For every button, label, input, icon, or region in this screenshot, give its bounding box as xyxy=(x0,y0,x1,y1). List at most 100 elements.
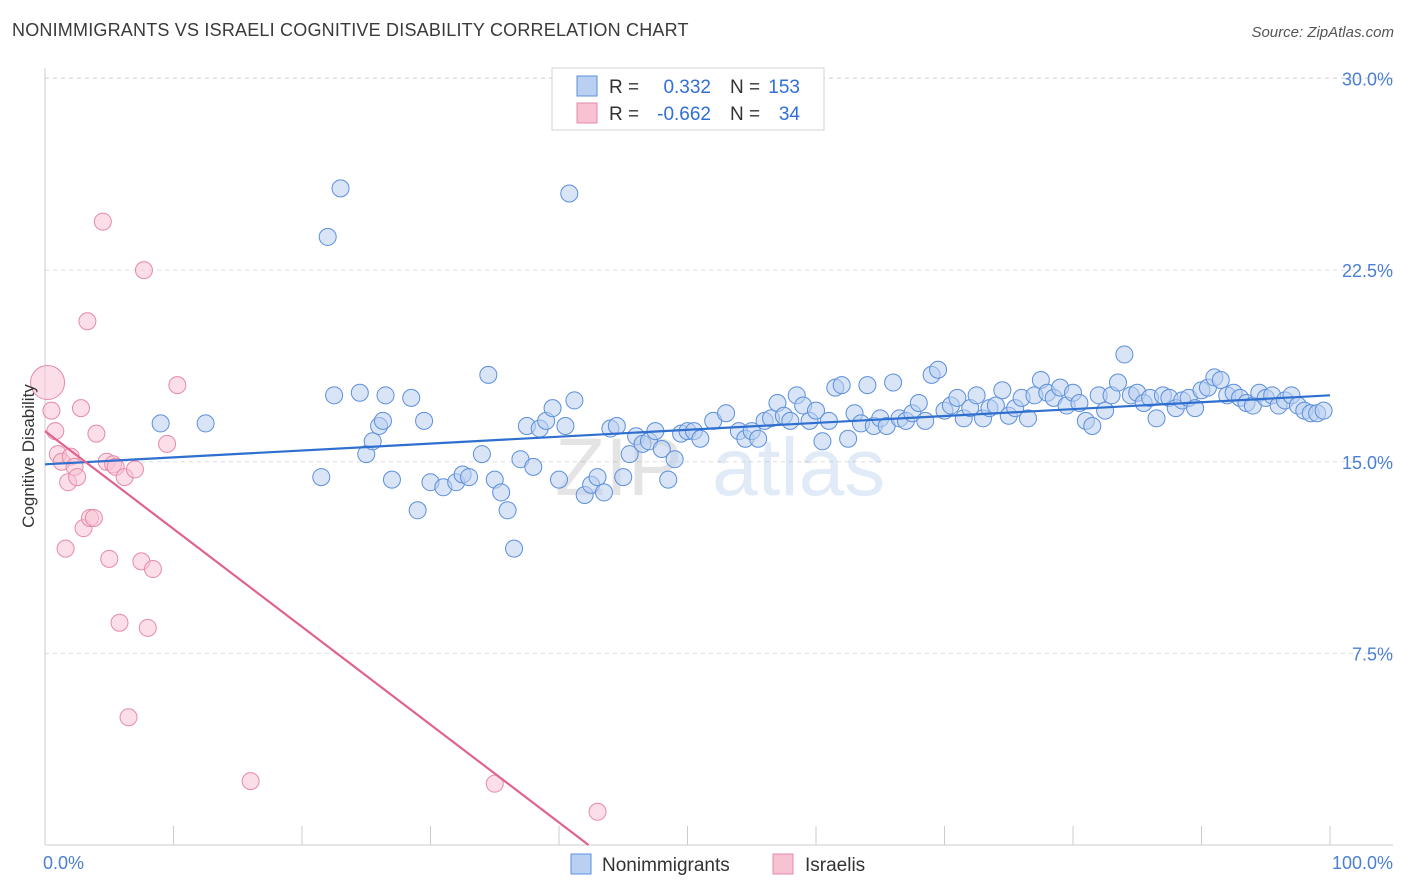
israelis-point-2 xyxy=(46,422,65,441)
israelis-point-18 xyxy=(100,549,119,568)
nonimmigrants-point-34 xyxy=(556,416,575,435)
israelis-points xyxy=(30,212,607,821)
nonimmigrants-point-2 xyxy=(318,227,337,246)
israelis-point-14 xyxy=(84,508,103,527)
nonimmigrants-point-12 xyxy=(382,470,401,489)
legend-n-label-2: N = xyxy=(730,104,760,125)
nonimmigrants-points xyxy=(151,179,1333,558)
nonimmigrants-point-0 xyxy=(151,414,170,433)
nonimmigrants-point-43 xyxy=(614,468,633,487)
israelis-point-30 xyxy=(168,376,187,395)
israelis-point-10 xyxy=(71,399,90,418)
nonimmigrants-point-25 xyxy=(498,501,517,520)
israelis-point-16 xyxy=(93,212,112,231)
nonimmigrants-point-4 xyxy=(312,468,331,487)
legend-r-value-2: -0.662 xyxy=(657,104,711,125)
nonimmigrants-point-95 xyxy=(967,386,986,405)
nonimmigrants-point-92 xyxy=(948,388,967,407)
y-tick-label-2: 22.5% xyxy=(1342,261,1393,281)
x-tick-label-min: 0.0% xyxy=(43,853,84,873)
y-tick-labels: 7.5% 15.0% 22.5% 30.0% xyxy=(1342,70,1393,665)
legend-n-value-2: 34 xyxy=(779,104,801,125)
nonimmigrants-point-35 xyxy=(560,184,579,203)
nonimmigrants-point-49 xyxy=(652,439,671,458)
israelis-point-27 xyxy=(138,618,157,637)
israelis-point-1 xyxy=(42,401,61,420)
nonimmigrants-point-50 xyxy=(659,470,678,489)
nonimmigrants-point-20 xyxy=(460,468,479,487)
legend-swatch-pink xyxy=(576,102,598,124)
nonimmigrants-point-133 xyxy=(1211,370,1230,389)
nonimmigrants-point-21 xyxy=(472,445,491,464)
nonimmigrants-point-24 xyxy=(492,483,511,502)
legend-n-label-1: N = xyxy=(730,77,760,98)
nonimmigrants-point-10 xyxy=(373,411,392,430)
nonimmigrants-point-99 xyxy=(993,381,1012,400)
nonimmigrants-point-22 xyxy=(479,365,498,384)
top-legend: R = 0.332 N = 153 R = -0.662 N = 34 xyxy=(551,67,825,131)
legend-r-label-1: R = xyxy=(609,77,639,98)
nonimmigrants-point-115 xyxy=(1096,401,1115,420)
nonimmigrants-point-74 xyxy=(832,376,851,395)
israelis-point-0 xyxy=(30,365,66,401)
israelis-point-33 xyxy=(588,802,607,821)
nonimmigrants-point-61 xyxy=(749,429,768,448)
bottom-legend-swatch-blue xyxy=(570,853,592,875)
nonimmigrants-point-42 xyxy=(607,416,626,435)
nonimmigrants-point-29 xyxy=(524,457,543,476)
nonimmigrants-point-51 xyxy=(665,450,684,469)
nonimmigrants-point-32 xyxy=(543,399,562,418)
israelis-point-12 xyxy=(78,312,97,331)
nonimmigrants-point-71 xyxy=(813,432,832,451)
nonimmigrants-trend-line xyxy=(44,394,1331,466)
nonimmigrants-point-149 xyxy=(1314,401,1333,420)
israelis-trend-line xyxy=(44,430,590,846)
nonimmigrants-point-66 xyxy=(781,411,800,430)
nonimmigrants-point-11 xyxy=(376,386,395,405)
nonimmigrants-point-89 xyxy=(929,360,948,379)
y-tick-label-1: 15.0% xyxy=(1342,453,1393,473)
israelis-point-9 xyxy=(68,468,87,487)
nonimmigrants-point-44 xyxy=(620,445,639,464)
nonimmigrants-point-117 xyxy=(1108,373,1127,392)
nonimmigrants-point-39 xyxy=(588,468,607,487)
legend-swatch-blue xyxy=(576,75,598,97)
israelis-point-24 xyxy=(125,460,144,479)
nonimmigrants-point-33 xyxy=(550,470,568,489)
israelis-point-31 xyxy=(241,772,260,791)
nonimmigrants-point-26 xyxy=(505,539,524,558)
nonimmigrants-point-36 xyxy=(565,391,584,410)
israelis-point-21 xyxy=(110,613,129,632)
israelis-point-29 xyxy=(158,434,177,453)
nonimmigrants-point-3 xyxy=(331,179,350,198)
nonimmigrants-point-118 xyxy=(1115,345,1134,364)
israelis-point-26 xyxy=(134,261,153,280)
axes xyxy=(44,68,1393,846)
bottom-legend-label-israelis: Israelis xyxy=(805,855,865,876)
x-ticks xyxy=(44,826,1331,845)
x-tick-label-max: 100.0% xyxy=(1332,853,1393,873)
y-tick-label-0: 7.5% xyxy=(1352,644,1393,664)
nonimmigrants-point-55 xyxy=(691,429,710,448)
legend-r-label-2: R = xyxy=(609,104,639,125)
source-label: Source: ZipAtlas.com xyxy=(1251,24,1394,41)
israelis-point-5 xyxy=(56,539,75,558)
nonimmigrants-point-14 xyxy=(408,501,427,520)
nonimmigrants-point-13 xyxy=(402,388,421,407)
nonimmigrants-point-82 xyxy=(884,373,903,392)
legend-n-value-1: 153 xyxy=(768,77,800,98)
nonimmigrants-point-40 xyxy=(594,483,613,502)
nonimmigrants-point-15 xyxy=(415,411,434,430)
nonimmigrants-point-87 xyxy=(916,411,935,430)
nonimmigrants-point-78 xyxy=(858,376,877,395)
israelis-point-15 xyxy=(87,424,106,443)
israelis-point-32 xyxy=(485,774,504,793)
nonimmigrants-point-75 xyxy=(839,429,858,448)
trend-lines xyxy=(44,394,1331,846)
israelis-point-28 xyxy=(143,560,162,579)
nonimmigrants-point-6 xyxy=(350,383,369,402)
legend-r-value-1: 0.332 xyxy=(663,77,711,98)
nonimmigrants-point-86 xyxy=(909,393,928,412)
nonimmigrants-point-123 xyxy=(1147,409,1166,428)
